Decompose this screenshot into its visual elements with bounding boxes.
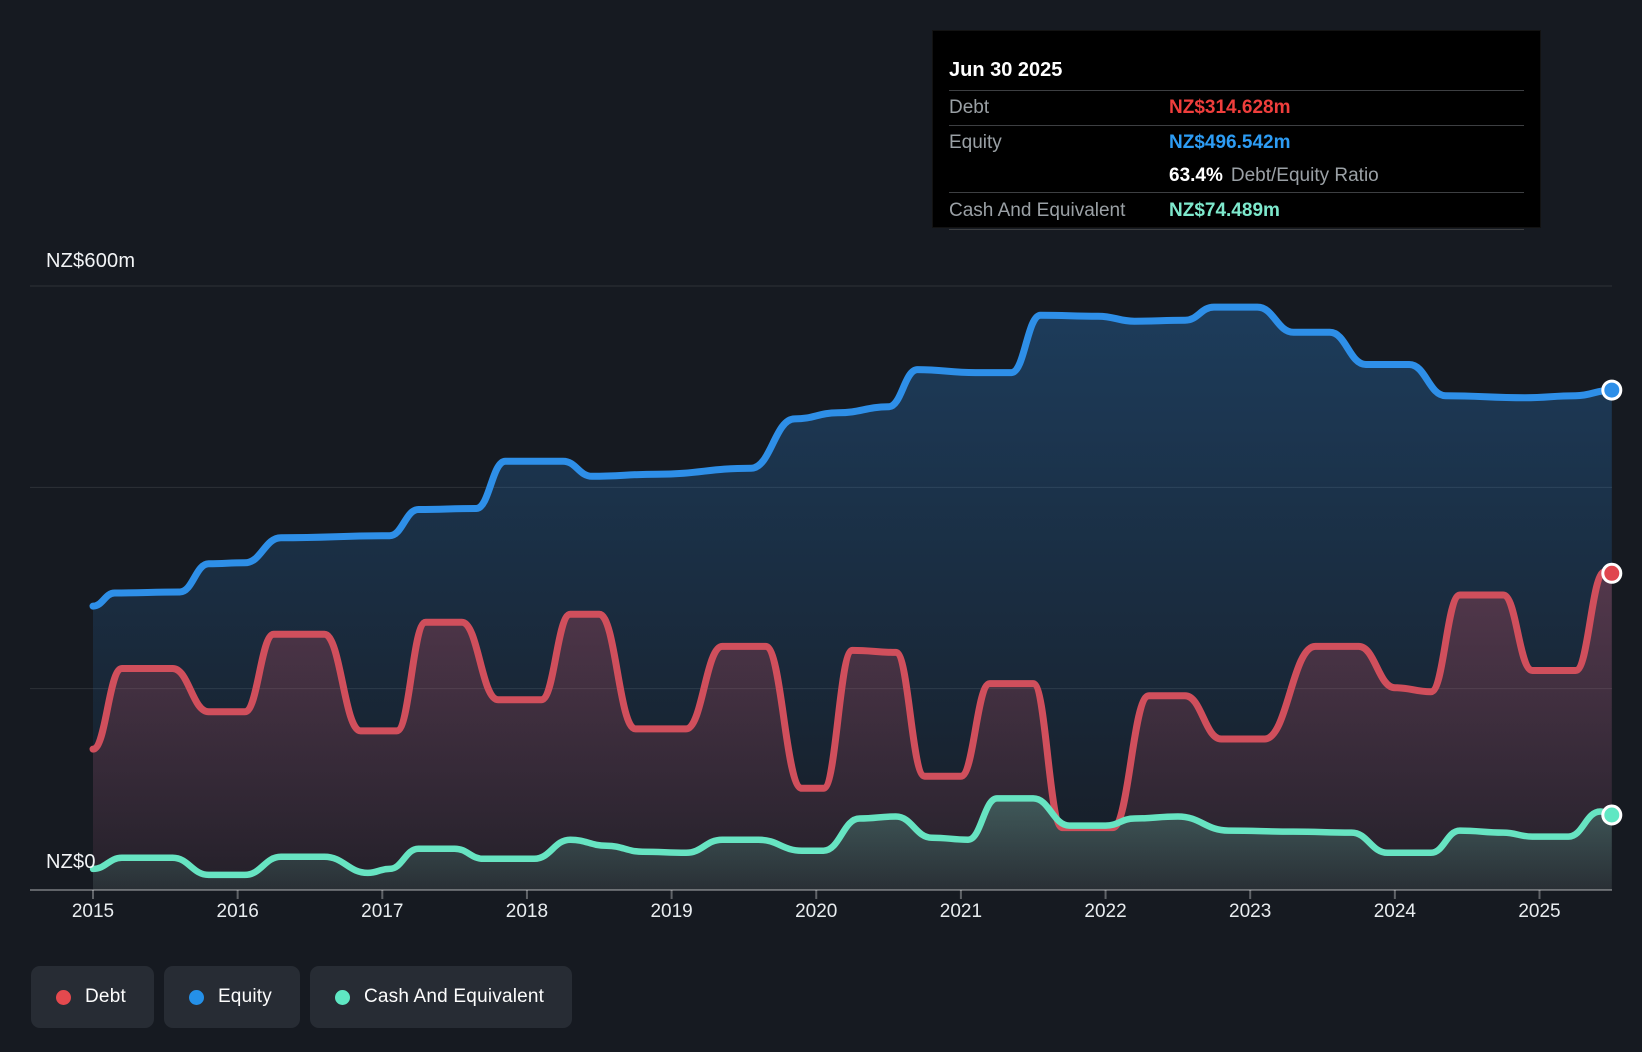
tooltip-row-cash: Cash And Equivalent NZ$74.489m (949, 192, 1524, 230)
debt-series-dot-icon (56, 989, 71, 1005)
tooltip-row-debt: Debt NZ$314.628m (949, 90, 1524, 125)
x-axis-label-2015: 2015 (71, 901, 115, 922)
x-axis-label-2022: 2022 (1084, 901, 1127, 922)
legend-cash-label: Cash And Equivalent (363, 986, 545, 1007)
debt-end-marker[interactable] (1601, 562, 1623, 584)
legend-equity-label: Equity (217, 986, 272, 1007)
y-axis-label-0: NZ$0 (46, 851, 96, 873)
legend-chip-cash[interactable]: Cash And Equivalent (309, 966, 573, 1028)
tooltip-ratio-label: Debt/Equity Ratio (1230, 165, 1379, 186)
tooltip-equity-label: Equity (949, 132, 1002, 153)
y-axis-label-600m: NZ$600m (46, 250, 136, 272)
x-axis-label-2017: 2017 (361, 901, 404, 922)
x-axis-label-2018: 2018 (505, 901, 549, 922)
tooltip-row-ratio: 63.4% Debt/Equity Ratio (1169, 160, 1524, 192)
x-axis-label-2020: 2020 (795, 901, 838, 922)
cash-series-dot-icon (334, 989, 350, 1005)
tooltip: Jun 30 2025 Debt NZ$314.628m Equity NZ$4… (932, 30, 1541, 230)
x-axis-label-2023: 2023 (1229, 901, 1272, 922)
legend-chip-equity[interactable]: Equity (163, 966, 300, 1028)
x-axis-label-2024: 2024 (1373, 901, 1416, 922)
tooltip-ratio-value: 63.4% (1169, 165, 1223, 186)
equity-series-dot-icon (188, 989, 204, 1005)
tooltip-row-equity: Equity NZ$496.542m (949, 125, 1524, 160)
x-axis-label-2016: 2016 (216, 901, 259, 922)
tooltip-equity-value: NZ$496.542m (1169, 132, 1291, 153)
legend-chip-debt[interactable]: Debt (31, 966, 154, 1028)
tooltip-date: Jun 30 2025 (949, 59, 1063, 81)
cash-and-equivalent-end-marker[interactable] (1601, 804, 1623, 826)
tooltip-debt-value: NZ$314.628m (1169, 97, 1291, 118)
tooltip-cash-value: NZ$74.489m (1169, 200, 1280, 221)
x-axis-label-2019: 2019 (650, 901, 693, 922)
x-axis-label-2021: 2021 (939, 901, 983, 922)
tooltip-cash-label: Cash And Equivalent (949, 200, 1126, 221)
x-axis-label-2025: 2025 (1518, 901, 1561, 922)
equity-end-marker[interactable] (1601, 379, 1623, 401)
legend-debt-label: Debt (85, 986, 126, 1007)
tooltip-debt-label: Debt (949, 97, 990, 118)
legend: Debt Equity Cash And Equivalent (31, 966, 573, 1028)
